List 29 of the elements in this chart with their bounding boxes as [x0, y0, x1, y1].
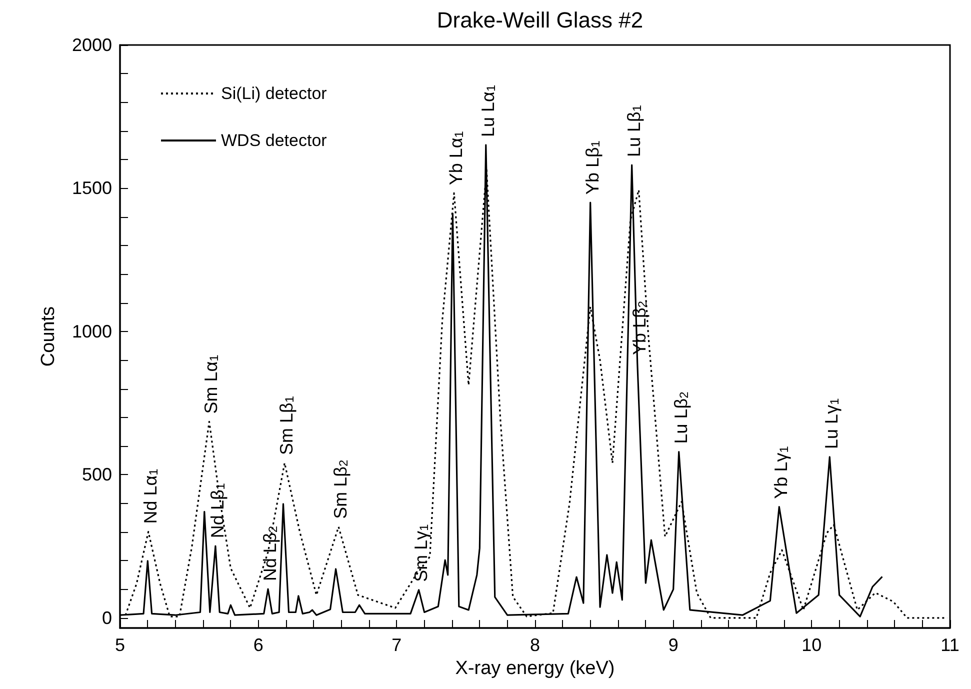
x-tick-label: 10 [802, 635, 822, 655]
y-tick-label: 0 [102, 608, 112, 628]
x-tick-label: 11 [940, 635, 960, 655]
y-tick-label: 2000 [72, 35, 112, 55]
y-tick-label: 1500 [72, 178, 112, 198]
x-tick-label: 7 [392, 635, 402, 655]
annotation: Yb Lβ1 [582, 140, 602, 195]
annotation: Lu Lβ2 [670, 391, 691, 444]
legend-label: WDS detector [221, 131, 328, 150]
x-tick-label: 6 [253, 635, 264, 655]
annotation: Sm Lγ1 [410, 524, 431, 582]
annotation: Yb Lγ1 [771, 446, 792, 499]
legend-label: Si(Li) detector [221, 84, 328, 103]
y-axis-title: Counts [38, 306, 59, 367]
annotation: Sm Lα1 [201, 354, 222, 414]
y-tick-label: 1000 [72, 321, 112, 342]
x-tick-label: 5 [114, 635, 126, 655]
x-tick-label: 9 [668, 635, 678, 655]
y-tick-label: 500 [82, 464, 112, 485]
x-tick-label: 8 [530, 635, 540, 655]
annotation: Lu Lγ1 [822, 398, 842, 449]
chart-title: Drake-Weill Glass #2 [436, 8, 644, 32]
annotation: Yb Lα1 [446, 130, 466, 186]
annotation: Sm Lβ2 [330, 460, 351, 519]
annotation: Lu Lβ1 [624, 104, 644, 158]
annotation: Sm Lβ1 [276, 396, 297, 455]
annotation: Lu Lα1 [478, 84, 498, 137]
x-axis-title: X-ray energy (keV) [455, 658, 615, 679]
annotation: Nd Lα1 [140, 468, 160, 524]
